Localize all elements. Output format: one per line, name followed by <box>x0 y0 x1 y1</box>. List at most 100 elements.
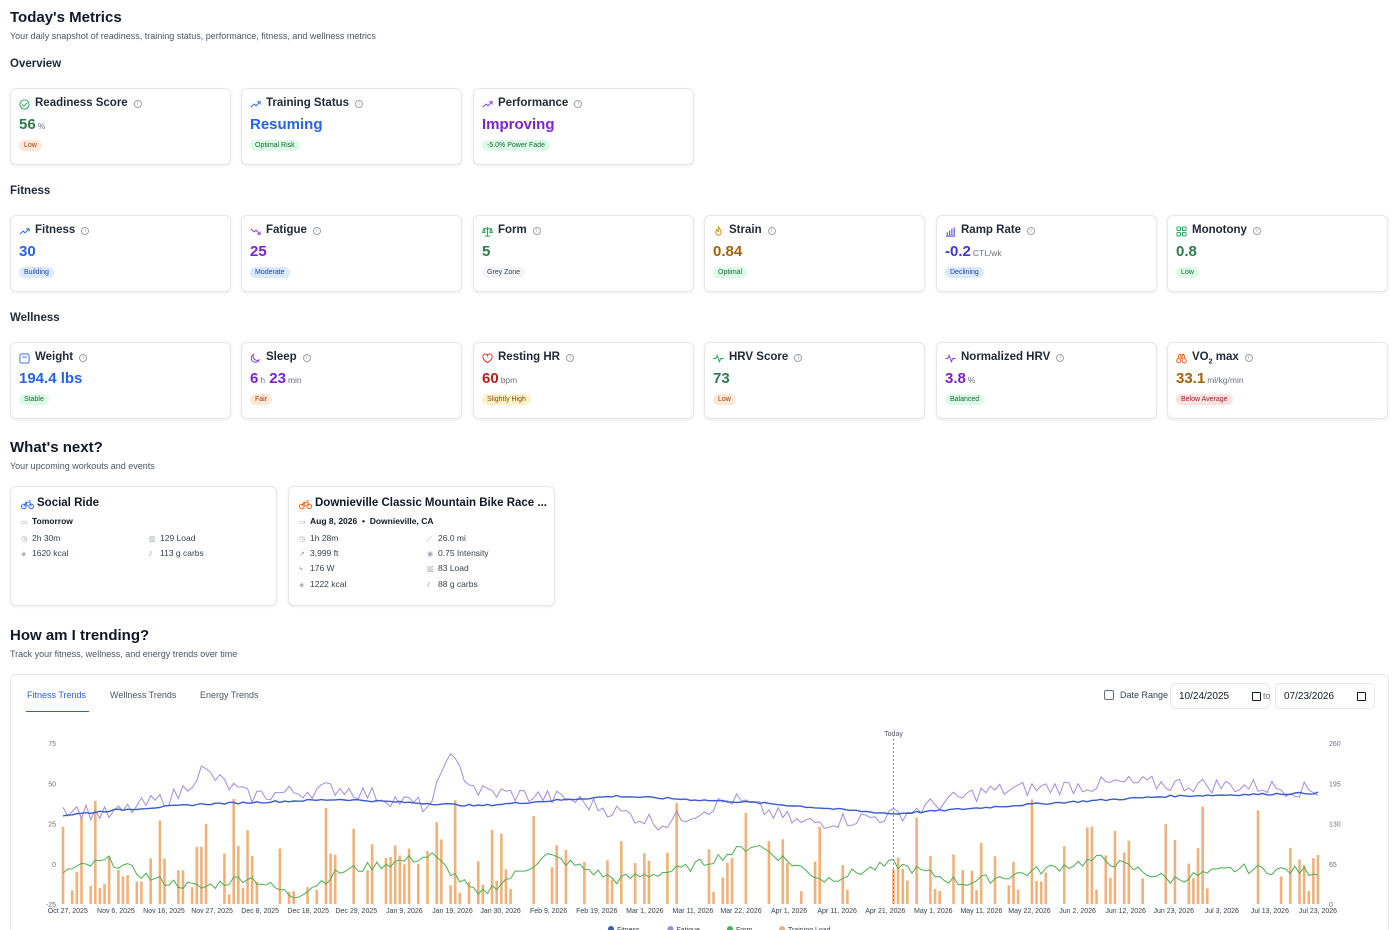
workout-date: ▭ Tomorrow <box>21 516 73 526</box>
pulse-icon <box>945 354 956 363</box>
training-load-bar <box>767 841 771 904</box>
info-icon[interactable]: i <box>1244 354 1253 362</box>
card-hrv-score[interactable]: HRV Score i 73 Low <box>704 342 925 419</box>
training-load-bar <box>315 889 319 904</box>
workout-duration: ◷ 1h 28m <box>299 533 339 543</box>
card-title: Form i <box>498 224 541 236</box>
training-load-bar <box>181 870 185 904</box>
training-load-bar <box>324 807 328 904</box>
training-load-bar <box>370 844 374 904</box>
card-performance[interactable]: Performance i Improving -5.0% Power Fade <box>473 88 694 165</box>
workout-card-downieville[interactable]: Downieville Classic Mountain Bike Race .… <box>288 486 555 606</box>
training-load-bar <box>453 800 457 904</box>
training-load-bar <box>730 857 734 904</box>
training-load-bar <box>1122 852 1126 904</box>
training-load-bar <box>633 863 637 904</box>
training-load-bar <box>1164 824 1168 904</box>
calendar-icon[interactable] <box>1357 692 1366 701</box>
card-normalized-hrv[interactable]: Normalized HRV i 3.8% Balanced <box>936 342 1157 419</box>
training-load-bar <box>1007 885 1011 904</box>
x-tick-label: Jul 3, 2026 <box>1205 908 1239 915</box>
card-training-status[interactable]: Training Status i Resuming Optimal Risk <box>241 88 462 165</box>
training-load-bar <box>509 888 512 904</box>
legend-marker <box>608 926 614 930</box>
status-badge: Low <box>1176 267 1199 278</box>
training-load-bar <box>306 887 309 904</box>
info-icon[interactable]: i <box>81 227 90 235</box>
info-icon[interactable]: i <box>79 354 88 362</box>
tab-wellness-trends[interactable]: Wellness Trends <box>110 690 177 700</box>
training-load-bar <box>232 799 236 904</box>
workout-card-social-ride[interactable]: Social Ride ▭ Tomorrow ◷ 2h 30m ▥ 129 Load … <box>10 486 277 606</box>
training-load-bar <box>407 848 411 904</box>
card-strain[interactable]: Strain i 0.84 Optimal <box>704 215 925 292</box>
training-load-bar <box>98 887 102 904</box>
section-wellness: Wellness <box>10 312 60 324</box>
training-load-bar <box>1095 889 1098 904</box>
training-load-bar <box>1109 877 1112 904</box>
x-tick-label: May 22, 2026 <box>1008 908 1051 915</box>
training-load-bar <box>1127 840 1131 904</box>
info-icon[interactable]: i <box>767 227 776 235</box>
info-icon[interactable]: i <box>574 100 583 108</box>
date-to-input[interactable]: 07/23/2026 <box>1275 683 1375 709</box>
info-icon[interactable]: i <box>532 227 541 235</box>
card-title: Fitness i <box>35 224 90 236</box>
training-load-bar <box>1279 876 1283 904</box>
card-monotony[interactable]: Monotony i 0.8 Low <box>1167 215 1388 292</box>
x-tick-label: Feb 19, 2026 <box>576 908 617 915</box>
status-badge: -5.0% Power Fade <box>482 140 550 151</box>
info-icon[interactable]: i <box>302 354 311 362</box>
section-whats-next-title: What's next? <box>10 439 103 456</box>
flame-icon: ◈ <box>299 582 305 589</box>
x-tick-label: May 11, 2026 <box>960 908 1002 915</box>
info-icon[interactable]: i <box>1027 227 1036 235</box>
training-load-bar <box>1104 855 1108 904</box>
training-load-bar <box>550 867 554 904</box>
card-vo2-max[interactable]: VO2 max i 33.1 ml/kg/min Below Average <box>1167 342 1388 419</box>
training-load-bar <box>961 870 965 904</box>
section-trending-subtitle: Track your fitness, wellness, and energy… <box>10 649 238 659</box>
training-load-bar <box>393 845 397 904</box>
training-load-bar <box>1113 831 1117 904</box>
workout-title: Downieville Classic Mountain Bike Race .… <box>315 497 547 509</box>
card-value: Improving <box>482 116 555 133</box>
card-ramp-rate[interactable]: Ramp Rate i -0.2 CTL/wk Declining <box>936 215 1157 292</box>
info-icon[interactable]: i <box>312 227 321 235</box>
x-tick-label: Jun 12, 2026 <box>1105 908 1146 915</box>
date-from-input[interactable]: 10/24/2025 <box>1170 683 1270 709</box>
training-load-bar <box>1316 854 1320 904</box>
training-load-bar <box>195 846 199 904</box>
tab-energy-trends[interactable]: Energy Trends <box>200 690 259 700</box>
training-load-bar <box>490 829 494 904</box>
y-left-tick-label: -25 <box>46 902 56 909</box>
training-load-bar <box>435 822 439 904</box>
training-load-bar <box>481 884 485 904</box>
training-load-bar <box>933 888 937 904</box>
x-tick-label: Apr 1, 2026 <box>771 908 807 915</box>
info-icon[interactable]: i <box>1056 354 1065 362</box>
status-badge: Slightly High <box>482 394 531 405</box>
info-icon[interactable]: i <box>355 100 364 108</box>
training-load-bar <box>1062 846 1066 904</box>
trending-down-icon <box>250 228 261 235</box>
card-fitness[interactable]: Fitness i 30 Building <box>10 215 231 292</box>
info-icon[interactable]: i <box>794 354 803 362</box>
training-load-bar <box>1030 799 1034 904</box>
card-readiness-score[interactable]: Readiness Score i 56% Low <box>10 88 231 165</box>
card-resting-hr[interactable]: Resting HR i 60 bpm Slightly High <box>473 342 694 419</box>
active-tab-indicator <box>26 711 89 712</box>
card-weight[interactable]: Weight i 194.4 lbs Stable <box>10 342 231 419</box>
training-load-bar <box>416 863 420 904</box>
info-icon[interactable]: i <box>565 354 574 362</box>
card-form[interactable]: Form i 5 Grey Zone <box>473 215 694 292</box>
tab-fitness-trends[interactable]: Fitness Trends <box>27 690 87 700</box>
training-load-bar <box>1187 863 1191 904</box>
x-tick-label: Jul 23, 2026 <box>1299 908 1337 915</box>
card-fatigue[interactable]: Fatigue i 25 Moderate <box>241 215 462 292</box>
info-icon[interactable]: i <box>133 100 142 108</box>
calendar-icon[interactable] <box>1252 692 1261 701</box>
info-icon[interactable]: i <box>1252 227 1261 235</box>
